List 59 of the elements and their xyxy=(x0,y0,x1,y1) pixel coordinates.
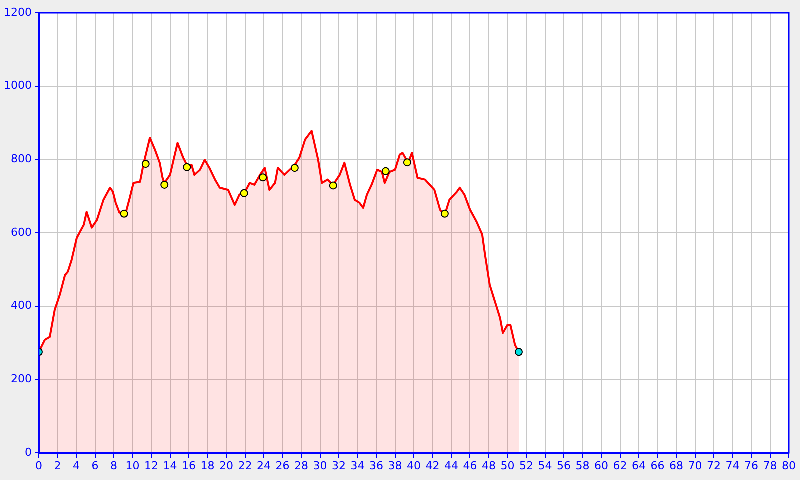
y-tick-label: 400 xyxy=(11,299,32,312)
x-tick-label: 48 xyxy=(482,459,496,472)
x-tick-label: 36 xyxy=(370,459,384,472)
x-tick-label: 68 xyxy=(670,459,684,472)
y-tick-label: 200 xyxy=(11,372,32,386)
point xyxy=(120,210,128,218)
y-tick-label: 600 xyxy=(11,226,32,239)
x-tick-label: 4 xyxy=(73,459,80,472)
x-tick-label: 74 xyxy=(726,459,740,472)
x-tick-label: 44 xyxy=(444,459,458,472)
x-tick-label: 14 xyxy=(163,459,178,472)
x-tick-label: 22 xyxy=(238,459,252,472)
point xyxy=(160,180,169,189)
x-tick-label: 10 xyxy=(126,459,140,472)
x-tick-label: 56 xyxy=(557,459,571,472)
x-tick-label: 72 xyxy=(707,459,721,472)
x-tick-label: 32 xyxy=(332,459,346,472)
x-tick-label: 62 xyxy=(613,459,628,472)
x-tick-label: 2 xyxy=(54,459,62,472)
x-tick-label: 30 xyxy=(313,459,328,472)
x-tick-label: 16 xyxy=(182,459,196,472)
x-tick-label: 64 xyxy=(632,459,646,472)
x-tick-label: 28 xyxy=(294,459,308,472)
x-tick-label: 76 xyxy=(744,459,758,472)
x-tick-label: 50 xyxy=(500,459,515,472)
point xyxy=(403,158,412,167)
x-tick-label: 54 xyxy=(538,459,552,472)
x-tick-label: 8 xyxy=(110,459,118,472)
x-tick-label: 18 xyxy=(200,459,215,472)
y-tick-label: 0 xyxy=(25,446,32,459)
x-tick-label: 80 xyxy=(782,459,796,472)
point xyxy=(259,174,268,182)
y-tick-label: 1000 xyxy=(4,79,32,92)
x-tick-label: 66 xyxy=(650,459,665,472)
point xyxy=(240,189,248,198)
x-tick-label: 12 xyxy=(144,459,158,472)
x-tick-label: 6 xyxy=(92,459,99,472)
x-tick-label: 78 xyxy=(763,459,778,472)
x-tick-label: 70 xyxy=(688,459,702,472)
x-tick-label: 60 xyxy=(594,459,608,472)
x-tick-label: 58 xyxy=(576,459,590,472)
y-tick-label: 1200 xyxy=(4,6,32,19)
x-tick-label: 38 xyxy=(388,459,402,472)
x-tick-label: 0 xyxy=(36,459,42,472)
point xyxy=(142,160,150,168)
x-tick-label: 26 xyxy=(276,459,290,472)
point xyxy=(329,182,338,190)
y-tick-label: 800 xyxy=(11,152,32,166)
x-tick-label: 20 xyxy=(220,459,234,472)
x-tick-label: 34 xyxy=(350,459,365,472)
point xyxy=(382,167,390,176)
x-tick-label: 42 xyxy=(426,459,440,472)
x-tick-label: 24 xyxy=(257,459,271,472)
x-tick-label: 40 xyxy=(407,459,421,472)
point xyxy=(440,210,449,218)
x-tick-label: 46 xyxy=(463,459,478,472)
point xyxy=(290,164,299,172)
point xyxy=(183,163,192,172)
x-tick-label: 52 xyxy=(520,459,534,472)
